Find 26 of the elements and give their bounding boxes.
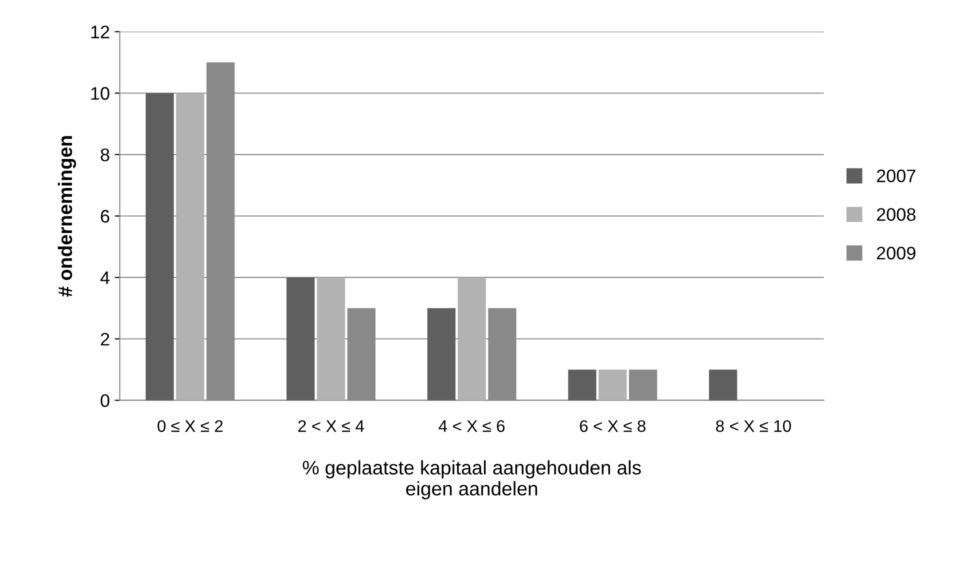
x-axis-title: % geplaatste kapitaal aangehouden als eigen aandelen [302, 460, 641, 500]
bar [708, 370, 738, 400]
y-tick-label: 2 [100, 332, 110, 346]
bar [598, 370, 627, 400]
bar [176, 93, 204, 400]
legend-label: 2009 [876, 246, 916, 260]
bar [286, 277, 315, 400]
y-axis-title: # ondernemingen [58, 136, 76, 297]
y-tick-label: 10 [91, 87, 110, 100]
bar [427, 308, 456, 400]
y-tick-label: 0 [100, 394, 110, 408]
x-tick-label: 2 < X ≤ 4 [298, 420, 364, 432]
legend-label: 2008 [876, 208, 916, 221]
bar [458, 277, 486, 400]
bar [146, 93, 174, 400]
y-tick-label: 8 [100, 148, 110, 162]
y-tick-label: 12 [91, 26, 110, 38]
x-tick-label: 4 < X ≤ 6 [438, 420, 505, 432]
bar [568, 370, 596, 400]
y-tick-label: 4 [100, 272, 110, 284]
x-tick-label: 0 ≤ X ≤ 2 [158, 420, 223, 432]
x-tick-label: 6 < X ≤ 8 [580, 420, 646, 432]
bar [316, 277, 346, 400]
x-tick-label: 8 < X ≤ 10 [716, 420, 791, 432]
y-tick-label: 6 [100, 210, 110, 223]
legend-label: 2007 [876, 170, 916, 182]
